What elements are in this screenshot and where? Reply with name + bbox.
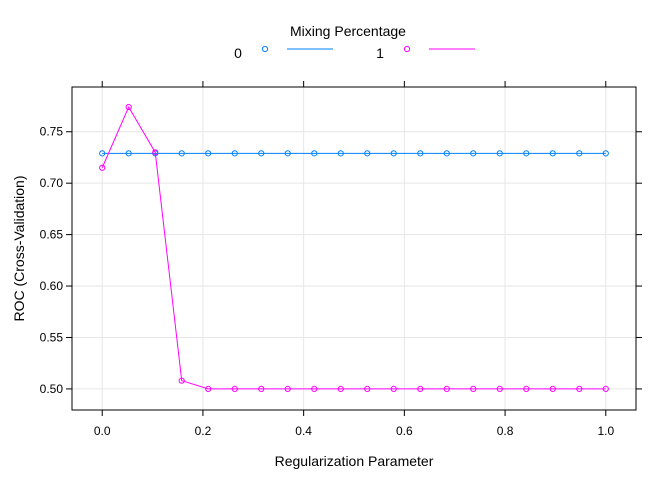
- series-0-point-8: [311, 150, 318, 157]
- x-tick-label-4: 0.8: [497, 424, 514, 438]
- series-1-point-10: [364, 385, 371, 393]
- series-0-point-18: [576, 150, 583, 157]
- series-0-point-0: [99, 150, 106, 157]
- x-tick-label-1: 0.2: [195, 424, 212, 438]
- plot-frame: [71, 86, 637, 411]
- series-1-point-2: [152, 149, 159, 156]
- x-axis-title: Regularization Parameter: [275, 453, 434, 469]
- series-0-point-19: [602, 150, 609, 157]
- series-0-point-4: [205, 150, 212, 157]
- series-1-point-13: [443, 385, 450, 393]
- series-0-point-12: [417, 150, 424, 157]
- series-1-point-1: [125, 103, 132, 111]
- axes: 0.0 0.2 0.4 0.6 0.8 1.0 0.50 0.55 0.60 0.65 0.70 0.…: [40, 81, 642, 438]
- series-1-point-6: [258, 385, 265, 393]
- x-tick-label-3: 0.6: [396, 424, 413, 438]
- series-0-point-1: [125, 150, 132, 157]
- legend-marker-0: [261, 45, 269, 53]
- series-0-point-5: [231, 150, 238, 157]
- series-1-point-0: [99, 164, 106, 171]
- series-1-point-12: [417, 385, 424, 393]
- series-1-point-3: [178, 377, 185, 384]
- series-1-point-5: [231, 385, 238, 393]
- series-0-point-17: [549, 150, 556, 157]
- series-1-point-8: [311, 385, 318, 393]
- x-tick-label-2: 0.4: [295, 424, 312, 438]
- y-tick-label-1: 0.55: [40, 330, 64, 344]
- series-0-point-16: [523, 150, 530, 157]
- series-1-point-15: [496, 385, 503, 393]
- x-tick-label-5: 1.0: [597, 424, 614, 438]
- legend-label-1: 1: [376, 45, 384, 61]
- y-tick-label-4: 0.70: [40, 176, 64, 190]
- series-1-point-16: [523, 385, 530, 393]
- y-tick-label-5: 0.75: [40, 125, 64, 139]
- series-1-point-17: [549, 385, 556, 393]
- series-0-point-3: [178, 150, 185, 157]
- series-1-point-18: [576, 385, 583, 393]
- y-tick-label-0: 0.50: [40, 382, 64, 396]
- series-1-line: [101, 105, 606, 390]
- series-0-point-14: [470, 150, 477, 157]
- y-tick-label-2: 0.60: [40, 279, 64, 293]
- series-0-point-13: [443, 150, 450, 157]
- series-1-point-7: [284, 385, 291, 393]
- x-tick-label-0: 0.0: [94, 424, 111, 438]
- series-0-point-7: [284, 150, 291, 157]
- series-1-point-9: [337, 385, 344, 393]
- y-tick-label-3: 0.65: [40, 228, 64, 242]
- series-layer: [99, 103, 609, 393]
- y-axis-title: ROC (Cross-Validation): [11, 176, 27, 322]
- series-1-point-19: [602, 385, 609, 393]
- series-0-point-6: [258, 150, 265, 157]
- series-0-point-11: [390, 150, 397, 157]
- series-0-point-9: [337, 150, 344, 157]
- series-1-point-4: [205, 385, 212, 393]
- series-0-point-10: [364, 150, 371, 157]
- legend-title: Mixing Percentage: [290, 23, 406, 39]
- grid-lines: [72, 87, 636, 410]
- series-1-point-14: [470, 385, 477, 393]
- series-0-point-15: [496, 150, 503, 157]
- legend-marker-1: [403, 45, 411, 53]
- legend-label-0: 0: [234, 45, 242, 61]
- series-1-point-11: [390, 385, 397, 393]
